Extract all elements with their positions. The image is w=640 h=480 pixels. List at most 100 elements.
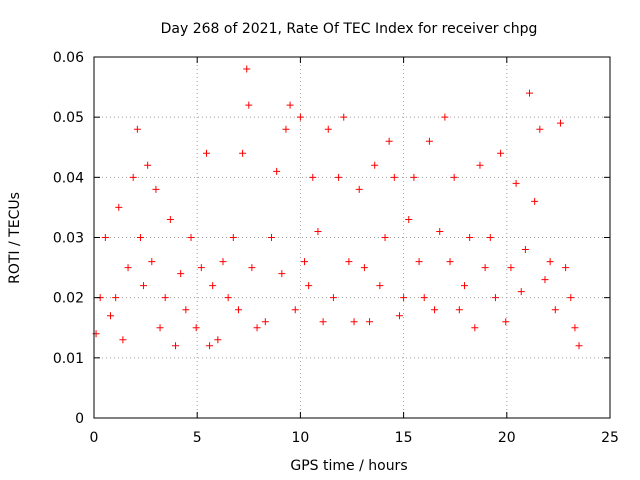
x-tick-label: 5	[193, 430, 202, 446]
data-point	[460, 282, 468, 290]
data-point	[248, 264, 256, 272]
y-tick-label: 0.06	[53, 50, 84, 66]
x-tick-label: 15	[395, 430, 413, 446]
y-tick-label: 0.02	[53, 291, 84, 307]
data-point	[571, 324, 579, 332]
data-point	[340, 113, 348, 121]
data-point	[282, 125, 290, 133]
data-point	[152, 185, 160, 193]
data-point	[144, 161, 152, 169]
y-tick-label: 0	[75, 411, 84, 427]
data-point	[202, 149, 210, 157]
y-axis-label: ROTI / TECUs	[7, 192, 23, 284]
data-point	[166, 215, 174, 223]
data-point	[502, 318, 510, 326]
y-tick-label: 0.01	[53, 351, 84, 367]
x-axis-label: GPS time / hours	[290, 458, 407, 474]
y-ticks: 0 0.01 0.02 0.03 0.04 0.05 0.06	[53, 50, 610, 427]
data-point	[112, 294, 120, 302]
data-point	[129, 173, 137, 181]
data-point	[541, 276, 549, 284]
data-point	[526, 89, 534, 97]
data-point	[192, 324, 200, 332]
data-point	[436, 227, 444, 235]
grid	[94, 57, 610, 418]
data-point	[395, 312, 403, 320]
data-point	[305, 282, 313, 290]
data-point	[324, 125, 332, 133]
data-point	[491, 294, 499, 302]
data-points	[92, 65, 583, 350]
data-point	[366, 318, 374, 326]
data-point	[471, 324, 479, 332]
data-point	[431, 306, 439, 314]
data-point	[536, 125, 544, 133]
x-ticks: 0 5 10 15 20 25	[90, 57, 619, 446]
data-point	[405, 215, 413, 223]
data-point	[291, 306, 299, 314]
data-point	[115, 203, 123, 211]
data-point	[329, 294, 337, 302]
data-point	[224, 294, 232, 302]
data-point	[562, 264, 570, 272]
data-point	[497, 149, 505, 157]
data-point	[486, 234, 494, 241]
data-point	[441, 113, 449, 121]
data-point	[381, 234, 389, 241]
chart-title: Day 268 of 2021, Rate Of TEC Index for r…	[161, 21, 538, 37]
data-point	[546, 258, 554, 266]
data-point	[172, 342, 180, 350]
data-point	[214, 336, 222, 344]
data-point	[124, 264, 132, 272]
x-tick-label: 0	[90, 430, 99, 446]
data-point	[446, 258, 454, 266]
data-point	[239, 149, 247, 157]
data-point	[376, 282, 384, 290]
data-point	[187, 234, 195, 241]
data-point	[301, 258, 309, 266]
data-point	[268, 234, 276, 241]
data-point	[420, 294, 428, 302]
data-point	[476, 161, 484, 169]
data-point	[512, 179, 520, 187]
data-point	[156, 324, 164, 332]
x-tick-label: 20	[498, 430, 516, 446]
data-point	[309, 173, 317, 181]
data-point	[390, 173, 398, 181]
data-point	[245, 101, 253, 109]
plot-frame	[93, 56, 611, 419]
data-point	[360, 264, 368, 272]
data-point	[385, 137, 393, 145]
data-point	[551, 306, 559, 314]
data-point	[314, 227, 322, 235]
data-point	[350, 318, 358, 326]
data-point	[507, 264, 515, 272]
data-point	[466, 234, 474, 241]
data-point	[206, 342, 214, 350]
data-point	[415, 258, 423, 266]
data-point	[355, 185, 363, 193]
data-point	[345, 258, 353, 266]
data-point	[140, 282, 148, 290]
data-point	[253, 324, 261, 332]
data-point	[278, 270, 286, 278]
data-point	[521, 246, 529, 254]
data-point	[425, 137, 433, 145]
data-point	[335, 173, 343, 181]
data-point	[209, 282, 217, 290]
y-tick-label: 0.05	[53, 110, 84, 126]
y-tick-label: 0.04	[53, 170, 84, 186]
data-point	[229, 234, 237, 241]
data-point	[101, 234, 109, 241]
data-point	[261, 318, 269, 326]
data-point	[119, 336, 127, 344]
data-point	[371, 161, 379, 169]
data-point	[286, 101, 294, 109]
data-point	[531, 197, 539, 205]
data-point	[148, 258, 156, 266]
data-point	[133, 125, 141, 133]
data-point	[575, 342, 583, 350]
data-point	[556, 119, 564, 127]
x-tick-label: 25	[601, 430, 619, 446]
